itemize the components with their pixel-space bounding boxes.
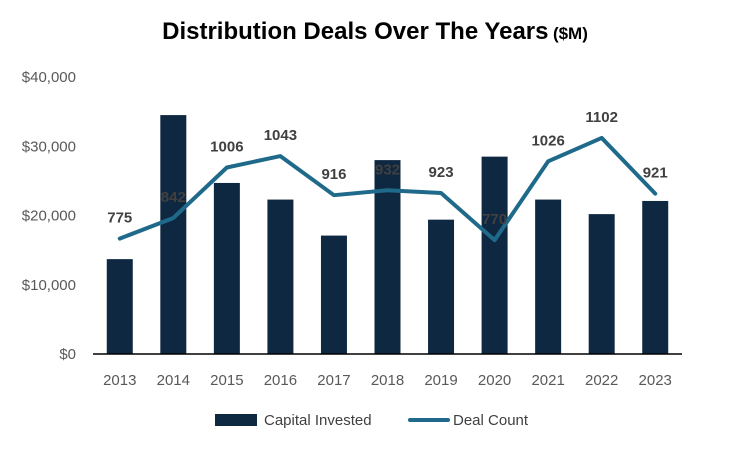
x-tick-label: 2021 — [531, 372, 564, 389]
line-series-deal-count — [117, 135, 658, 243]
y-tick-label: $10,000 — [22, 277, 76, 294]
x-tick-label: 2018 — [371, 372, 404, 389]
y-tick-label: $30,000 — [22, 138, 76, 155]
x-axis: 2013 2014 2015 2016 2017 2018 2019 2020 2021 2022… — [93, 353, 682, 389]
y-axis: $0 $10,000 $20,000 $30,000 $40,000 — [22, 69, 76, 363]
data-label-2020: 770 — [482, 211, 507, 228]
y-tick-label: $0 — [59, 346, 76, 363]
bar-2021 — [535, 199, 562, 354]
y-tick-label: $40,000 — [22, 69, 76, 86]
deal-count-line — [117, 135, 658, 243]
bar-2016 — [267, 199, 294, 354]
x-tick-label: 2013 — [103, 372, 136, 389]
chart-title: Distribution Deals Over The Years ($M) — [0, 18, 750, 46]
data-label-2023: 921 — [643, 165, 668, 182]
data-label-2022: 1102 — [585, 109, 618, 126]
data-label-2017: 916 — [321, 166, 346, 183]
x-tick-label: 2022 — [585, 372, 618, 389]
x-tick-label: 2014 — [157, 372, 190, 389]
x-tick-label: 2016 — [264, 372, 297, 389]
bar-series-capital-invested — [106, 115, 669, 355]
y-tick-label: $20,000 — [22, 208, 76, 225]
chart-title-unit: ($M) — [552, 24, 588, 43]
data-label-2013: 775 — [107, 210, 132, 227]
x-tick-label: 2020 — [478, 372, 511, 389]
bar-2015 — [213, 182, 240, 354]
legend-label-deal-count: Deal Count — [453, 412, 529, 429]
bar-2017 — [320, 235, 347, 354]
bar-2013 — [106, 259, 133, 354]
data-label-2021: 1026 — [531, 132, 564, 149]
legend: Capital Invested Deal Count — [215, 412, 529, 429]
x-tick-label: 2017 — [317, 372, 350, 389]
bar-2022 — [588, 214, 615, 354]
x-tick-label: 2023 — [639, 372, 672, 389]
bar-2019 — [428, 219, 455, 354]
bar-2023 — [642, 200, 669, 354]
legend-label-capital-invested: Capital Invested — [264, 412, 372, 429]
bar-2014 — [160, 115, 187, 355]
x-tick-label: 2015 — [210, 372, 243, 389]
data-labels-deal-count: 775 842 1006 1043 916 932 923 770 1026 1102 921 — [107, 109, 667, 228]
legend-swatch-capital-invested — [215, 414, 257, 426]
chart-title-text: Distribution Deals Over The Years — [162, 18, 549, 45]
data-label-2015: 1006 — [210, 138, 243, 155]
bar-2020 — [481, 156, 508, 354]
data-label-2016: 1043 — [264, 127, 297, 144]
data-label-2018: 932 — [375, 161, 400, 178]
data-label-2014: 842 — [161, 189, 186, 206]
data-label-2019: 923 — [429, 164, 454, 181]
x-tick-label: 2019 — [424, 372, 457, 389]
